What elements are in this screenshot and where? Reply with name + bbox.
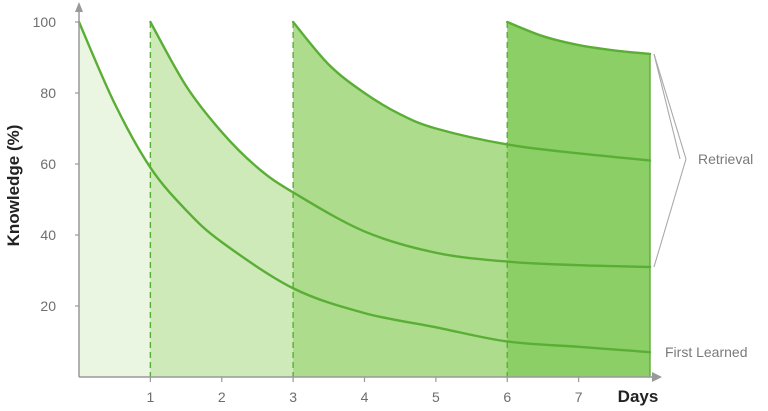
bracket-leg-1 <box>653 53 687 160</box>
forgetting-curve-4 <box>506 20 652 56</box>
retrieval-bracket <box>653 53 687 268</box>
x-tick-label-5: 5 <box>432 389 440 405</box>
forgetting-curve-1 <box>77 20 652 354</box>
first-learned-annotation: First Learned <box>665 344 747 360</box>
y-tick-label-40: 40 <box>40 227 56 243</box>
tick-layer: 20 40 60 80 100 1 2 3 4 5 6 7 <box>33 14 583 405</box>
x-tick-label-3: 3 <box>289 389 297 405</box>
retrieval-annotation: Retrieval <box>698 151 753 167</box>
x-tick-label-7: 7 <box>575 389 583 405</box>
bracket-leg-2 <box>653 53 681 160</box>
axes <box>75 2 662 382</box>
area-fill-4 <box>507 22 650 377</box>
x-tick-label-1: 1 <box>146 389 154 405</box>
review-day-lines <box>149 22 508 377</box>
x-tick-label-2: 2 <box>218 389 226 405</box>
y-tick-label-60: 60 <box>40 156 56 172</box>
y-axis-title: Knowledge (%) <box>4 125 23 247</box>
bracket-leg-3 <box>653 158 687 268</box>
y-tick-label-100: 100 <box>33 14 57 30</box>
y-tick-label-80: 80 <box>40 85 56 101</box>
curve-layer <box>77 20 652 377</box>
x-tick-label-4: 4 <box>361 389 369 405</box>
x-axis-title: Days <box>618 387 659 406</box>
y-tick-label-20: 20 <box>40 298 56 314</box>
forgetting-curve-3 <box>291 20 652 162</box>
y-axis-arrow-icon <box>75 2 83 12</box>
forgetting-curve-2 <box>149 20 652 269</box>
area-layer <box>79 22 650 377</box>
x-axis-arrow-icon <box>652 372 662 382</box>
x-tick-label-6: 6 <box>503 389 511 405</box>
